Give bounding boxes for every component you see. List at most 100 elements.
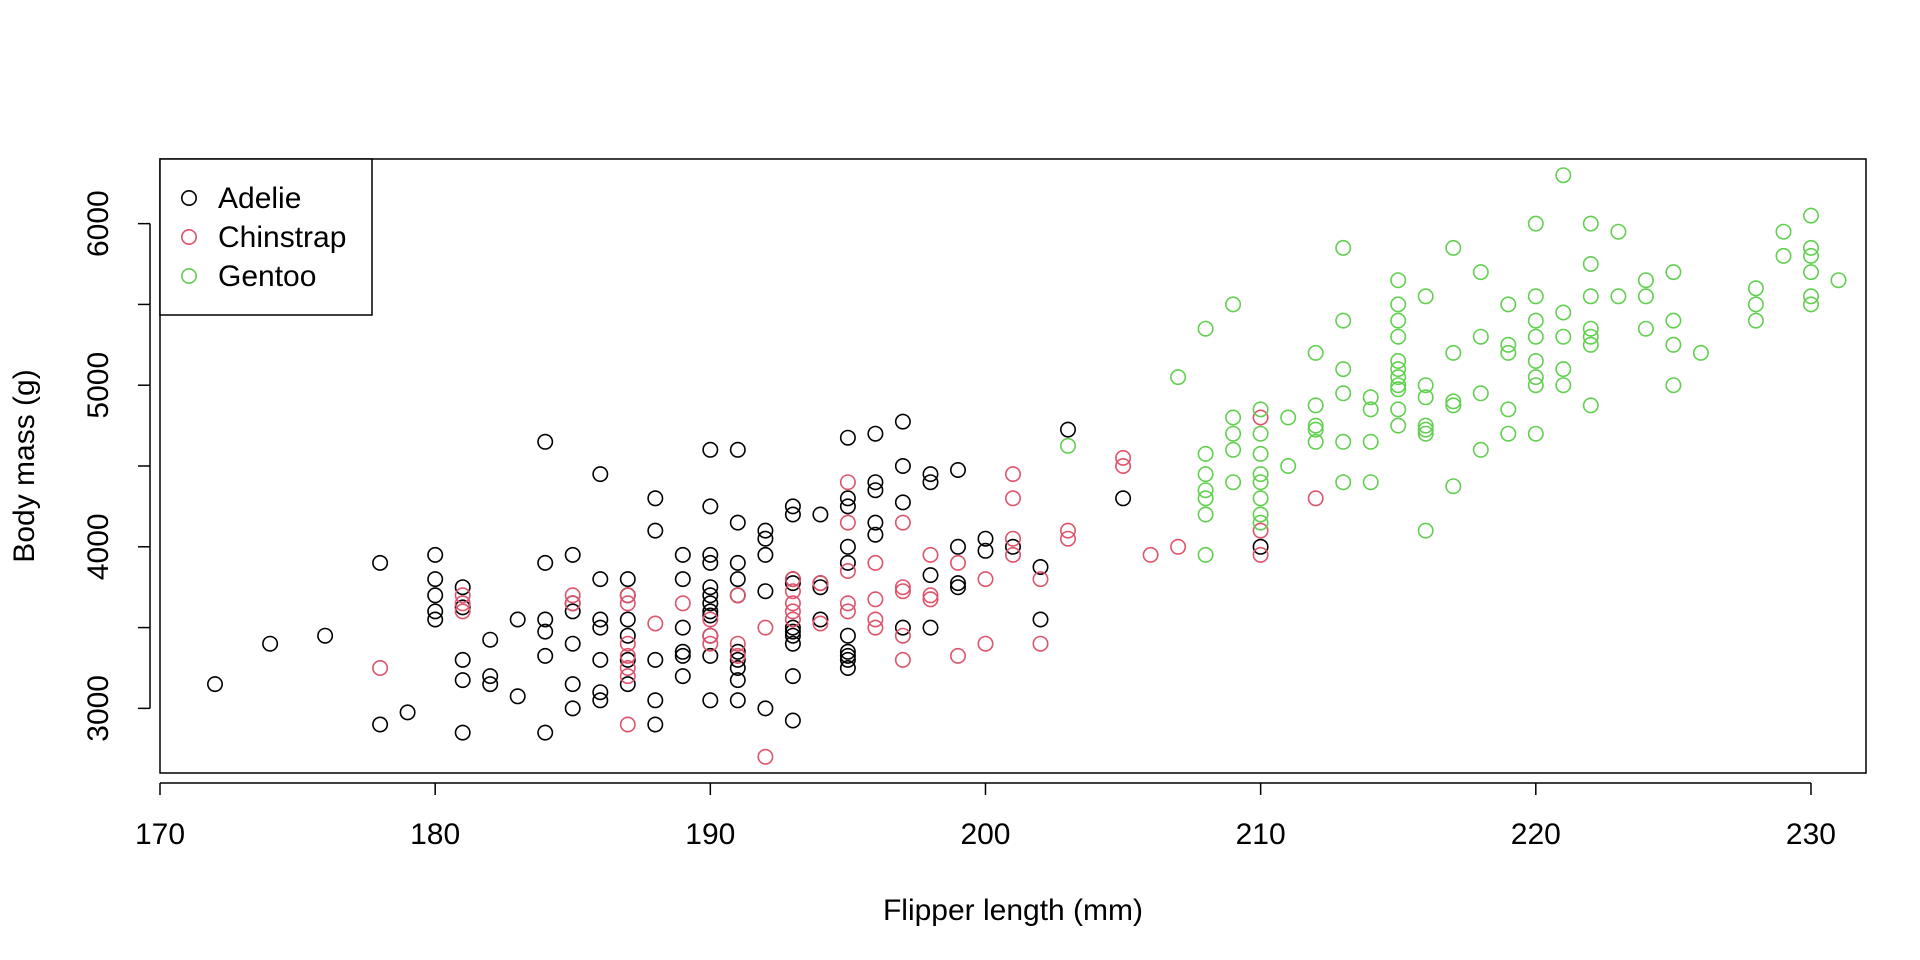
data-point bbox=[839, 595, 856, 612]
data-point bbox=[1527, 369, 1544, 386]
data-point bbox=[894, 494, 911, 511]
data-point bbox=[839, 429, 856, 446]
data-point bbox=[702, 607, 719, 624]
data-point bbox=[1390, 377, 1407, 394]
data-point bbox=[839, 651, 856, 668]
data-point bbox=[537, 724, 554, 741]
data-point bbox=[702, 611, 719, 628]
data-point bbox=[839, 514, 856, 531]
data-point bbox=[1500, 425, 1517, 442]
data-point bbox=[1747, 296, 1764, 313]
data-point bbox=[784, 623, 801, 640]
data-point bbox=[1555, 304, 1572, 321]
data-point bbox=[1390, 296, 1407, 313]
data-point bbox=[1197, 490, 1214, 507]
data-point bbox=[1197, 506, 1214, 523]
data-point bbox=[1472, 441, 1489, 458]
data-point bbox=[867, 514, 884, 531]
data-point bbox=[702, 627, 719, 644]
data-point bbox=[977, 530, 994, 547]
data-point bbox=[1004, 538, 1021, 555]
data-point bbox=[1390, 352, 1407, 369]
data-point bbox=[1417, 288, 1434, 305]
data-point bbox=[894, 619, 911, 636]
data-point bbox=[1115, 490, 1132, 507]
data-point bbox=[1803, 247, 1820, 264]
data-point bbox=[1390, 381, 1407, 398]
data-point bbox=[1417, 417, 1434, 434]
data-point bbox=[647, 692, 664, 709]
data-point bbox=[1472, 385, 1489, 402]
data-point bbox=[537, 623, 554, 640]
plot-frame bbox=[159, 158, 1867, 774]
data-point bbox=[729, 587, 746, 604]
data-point bbox=[1555, 167, 1572, 184]
data-point bbox=[757, 619, 774, 636]
data-point bbox=[702, 635, 719, 652]
points-layer bbox=[207, 167, 1847, 765]
data-point bbox=[784, 603, 801, 620]
data-point bbox=[427, 603, 444, 620]
data-point bbox=[1775, 223, 1792, 240]
data-point bbox=[1252, 506, 1269, 523]
data-point bbox=[1417, 421, 1434, 438]
data-point bbox=[729, 514, 746, 531]
data-point bbox=[702, 441, 719, 458]
data-point bbox=[647, 651, 664, 668]
data-point bbox=[619, 716, 636, 733]
data-point bbox=[564, 676, 581, 693]
data-point bbox=[784, 712, 801, 729]
data-point bbox=[1225, 474, 1242, 491]
data-point bbox=[619, 647, 636, 664]
data-point bbox=[922, 587, 939, 604]
data-point bbox=[757, 522, 774, 539]
data-point bbox=[1417, 425, 1434, 442]
data-point bbox=[1747, 312, 1764, 329]
data-point bbox=[784, 595, 801, 612]
data-point bbox=[949, 647, 966, 664]
data-point bbox=[372, 716, 389, 733]
data-point bbox=[784, 575, 801, 592]
data-point bbox=[1197, 482, 1214, 499]
y-tick-label: 3000 bbox=[82, 675, 115, 742]
x-tick-label: 220 bbox=[1511, 818, 1561, 851]
data-point bbox=[1417, 377, 1434, 394]
data-point bbox=[949, 575, 966, 592]
data-point bbox=[1665, 336, 1682, 353]
data-point bbox=[509, 611, 526, 628]
data-point bbox=[619, 659, 636, 676]
data-point bbox=[1252, 445, 1269, 462]
data-point bbox=[867, 482, 884, 499]
data-point bbox=[372, 659, 389, 676]
data-point bbox=[1335, 239, 1352, 256]
data-point bbox=[592, 619, 609, 636]
data-point bbox=[839, 627, 856, 644]
data-point bbox=[1335, 474, 1352, 491]
data-point bbox=[1032, 635, 1049, 652]
data-point bbox=[839, 603, 856, 620]
data-point bbox=[1445, 239, 1462, 256]
data-point bbox=[1170, 369, 1187, 386]
series-gentoo bbox=[1060, 167, 1847, 563]
data-point bbox=[1803, 264, 1820, 281]
data-point bbox=[1445, 393, 1462, 410]
data-point bbox=[619, 611, 636, 628]
data-point bbox=[427, 587, 444, 604]
data-point bbox=[1252, 514, 1269, 531]
data-point bbox=[1307, 417, 1324, 434]
data-point bbox=[564, 595, 581, 612]
legend-marker bbox=[181, 190, 198, 207]
data-point bbox=[949, 579, 966, 596]
data-point bbox=[1665, 264, 1682, 281]
data-point bbox=[839, 554, 856, 571]
data-point bbox=[1747, 280, 1764, 297]
data-point bbox=[1060, 437, 1077, 454]
x-tick-label: 180 bbox=[410, 818, 460, 851]
data-point bbox=[1527, 215, 1544, 232]
data-point bbox=[702, 546, 719, 563]
data-point bbox=[1115, 457, 1132, 474]
data-point bbox=[454, 603, 471, 620]
legend-label: Gentoo bbox=[218, 260, 316, 293]
data-point bbox=[592, 611, 609, 628]
